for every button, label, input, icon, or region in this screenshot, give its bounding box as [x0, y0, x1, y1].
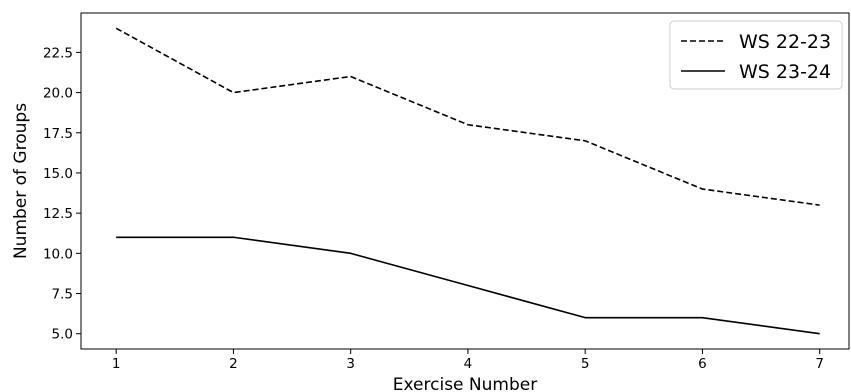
x-tick-label: 3 — [346, 356, 355, 372]
y-axis-label: Number of Groups — [11, 103, 31, 259]
y-tick-label: 15.0 — [43, 166, 73, 182]
legend-label-1: WS 22-23 — [739, 31, 831, 53]
x-axis-label: Exercise Number — [393, 375, 537, 392]
x-tick-label: 1 — [112, 356, 121, 372]
legend: WS 22-23 WS 23-24 — [669, 20, 843, 90]
y-tick-label: 10.0 — [43, 246, 73, 262]
x-tick-label: 5 — [581, 356, 590, 372]
axis-ticks: 1 2 3 4 5 6 7 5.0 7.5 10.0 12.5 15.0 17.5 20.0 22.5 — [43, 45, 824, 372]
series-lines — [115, 27, 820, 335]
x-tick-label: 7 — [815, 356, 824, 372]
y-tick-label: 12.5 — [43, 206, 73, 222]
y-tick-label: 20.0 — [43, 86, 73, 102]
y-tick-label: 5.0 — [52, 327, 73, 343]
legend-box — [669, 20, 843, 90]
y-tick-label: 7.5 — [52, 287, 73, 303]
x-tick-label: 4 — [464, 356, 473, 372]
y-tick-label: 22.5 — [43, 45, 73, 61]
series-line-1 — [115, 27, 820, 206]
legend-label-2: WS 23-24 — [739, 61, 831, 83]
x-tick-label: 6 — [698, 356, 707, 372]
y-tick-label: 17.5 — [43, 126, 73, 142]
series-line-2 — [116, 236, 820, 335]
plot-frame — [80, 12, 850, 350]
x-tick-label: 2 — [229, 356, 238, 372]
